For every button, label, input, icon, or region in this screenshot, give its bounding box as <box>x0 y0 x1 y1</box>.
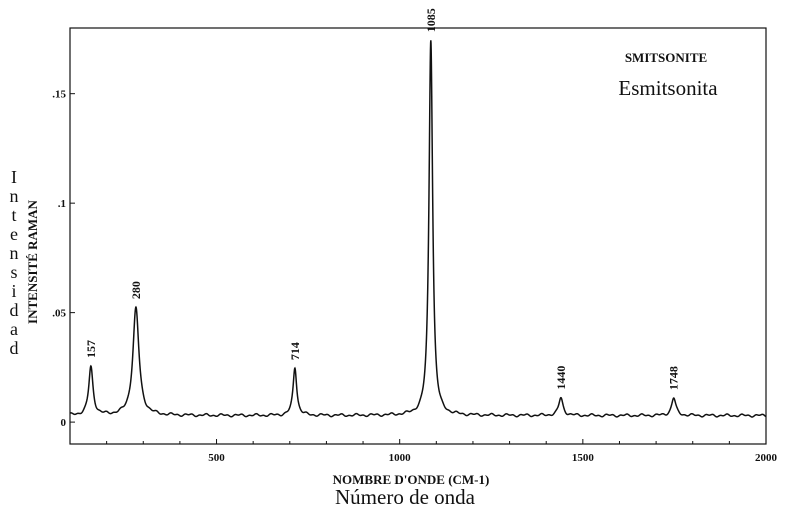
y-axis-label-translation-letter: d <box>10 338 19 358</box>
y-axis-label-translation-letter: I <box>11 167 17 187</box>
series-line-spectrum <box>69 40 767 418</box>
x-tick-label: 500 <box>208 452 225 464</box>
y-axis-label-translation-letter: t <box>11 205 16 225</box>
peak-label: 280 <box>129 281 143 299</box>
peak-label: 1085 <box>424 8 438 32</box>
y-tick-label: .1 <box>58 198 66 210</box>
y-axis-ticks: 0 .05 .1 .15 <box>52 89 75 429</box>
x-axis-ticks: 500 1000 1500 2000 <box>106 439 778 464</box>
y-tick-label: .15 <box>52 89 66 101</box>
y-axis-label-translation-letter: i <box>11 281 16 301</box>
plot-frame <box>69 27 767 445</box>
x-tick-label: 2000 <box>755 452 778 464</box>
x-axis-label: NOMBRE D'ONDE (CM-1) <box>333 472 490 487</box>
y-tick-label: 0 <box>61 417 67 429</box>
peak-label: 157 <box>84 340 98 358</box>
x-tick-label: 1000 <box>389 452 412 464</box>
chart-title: SMITSONITE <box>625 50 707 65</box>
chart-subtitle: Esmitsonita <box>618 76 718 100</box>
y-axis-label-translation-letter: e <box>10 224 18 244</box>
y-tick-label: .05 <box>52 308 66 320</box>
y-axis-label-translation-letter: s <box>10 262 17 282</box>
y-axis-label-translation-letter: n <box>10 243 19 263</box>
x-axis-label-translation: Número de onda <box>335 485 476 507</box>
y-axis-label-translation-letter: n <box>10 186 19 206</box>
peak-labels: 157 280 714 1085 1440 1748 <box>84 8 681 390</box>
peak-label: 1748 <box>667 366 681 390</box>
peak-label: 714 <box>288 342 302 360</box>
y-axis-label-translation-letter: d <box>10 300 19 320</box>
y-axis-label: INTENSITÉ RAMAN <box>25 199 40 323</box>
x-tick-label: 1500 <box>572 452 595 464</box>
peak-label: 1440 <box>554 366 568 390</box>
y-axis-label-translation-letter: a <box>10 319 18 339</box>
